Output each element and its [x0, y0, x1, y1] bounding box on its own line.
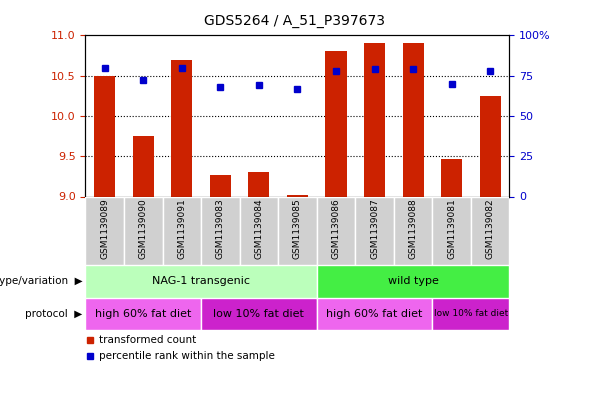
Text: NAG-1 transgenic: NAG-1 transgenic: [152, 276, 250, 286]
Text: GDS5264 / A_51_P397673: GDS5264 / A_51_P397673: [204, 14, 385, 28]
Bar: [278, 196, 317, 265]
Text: percentile rank within the sample: percentile rank within the sample: [99, 351, 274, 361]
Text: GSM1139088: GSM1139088: [409, 198, 418, 259]
Text: GSM1139083: GSM1139083: [216, 198, 225, 259]
Text: GSM1139085: GSM1139085: [293, 198, 302, 259]
Bar: [364, 43, 385, 196]
Text: GSM1139090: GSM1139090: [139, 198, 148, 259]
Text: GSM1139087: GSM1139087: [370, 198, 379, 259]
Bar: [85, 265, 317, 298]
Text: GSM1139086: GSM1139086: [332, 198, 340, 259]
Bar: [317, 298, 432, 330]
Bar: [94, 75, 115, 196]
Bar: [432, 196, 471, 265]
Bar: [85, 196, 124, 265]
Text: wild type: wild type: [388, 276, 439, 286]
Bar: [133, 136, 154, 196]
Text: transformed count: transformed count: [99, 334, 196, 345]
Bar: [479, 96, 501, 196]
Bar: [471, 196, 509, 265]
Bar: [287, 195, 308, 196]
Bar: [441, 159, 462, 196]
Bar: [124, 196, 163, 265]
Bar: [249, 172, 270, 196]
Bar: [201, 298, 317, 330]
Bar: [432, 298, 509, 330]
Text: GSM1139082: GSM1139082: [486, 198, 495, 259]
Text: low 10% fat diet: low 10% fat diet: [434, 309, 508, 318]
Bar: [402, 43, 423, 196]
Bar: [240, 196, 278, 265]
Text: protocol  ▶: protocol ▶: [25, 309, 82, 319]
Bar: [210, 175, 231, 196]
Bar: [201, 196, 240, 265]
Bar: [317, 196, 355, 265]
Bar: [163, 196, 201, 265]
Text: GSM1139091: GSM1139091: [177, 198, 186, 259]
Text: GSM1139089: GSM1139089: [100, 198, 109, 259]
Text: GSM1139081: GSM1139081: [447, 198, 456, 259]
Bar: [355, 196, 394, 265]
Bar: [325, 51, 346, 196]
Text: high 60% fat diet: high 60% fat diet: [95, 309, 191, 319]
Bar: [394, 196, 432, 265]
Text: low 10% fat diet: low 10% fat diet: [213, 309, 305, 319]
Text: genotype/variation  ▶: genotype/variation ▶: [0, 276, 82, 286]
Text: high 60% fat diet: high 60% fat diet: [326, 309, 423, 319]
Bar: [85, 298, 201, 330]
Text: GSM1139084: GSM1139084: [254, 198, 263, 259]
Bar: [171, 60, 193, 196]
Bar: [317, 265, 509, 298]
